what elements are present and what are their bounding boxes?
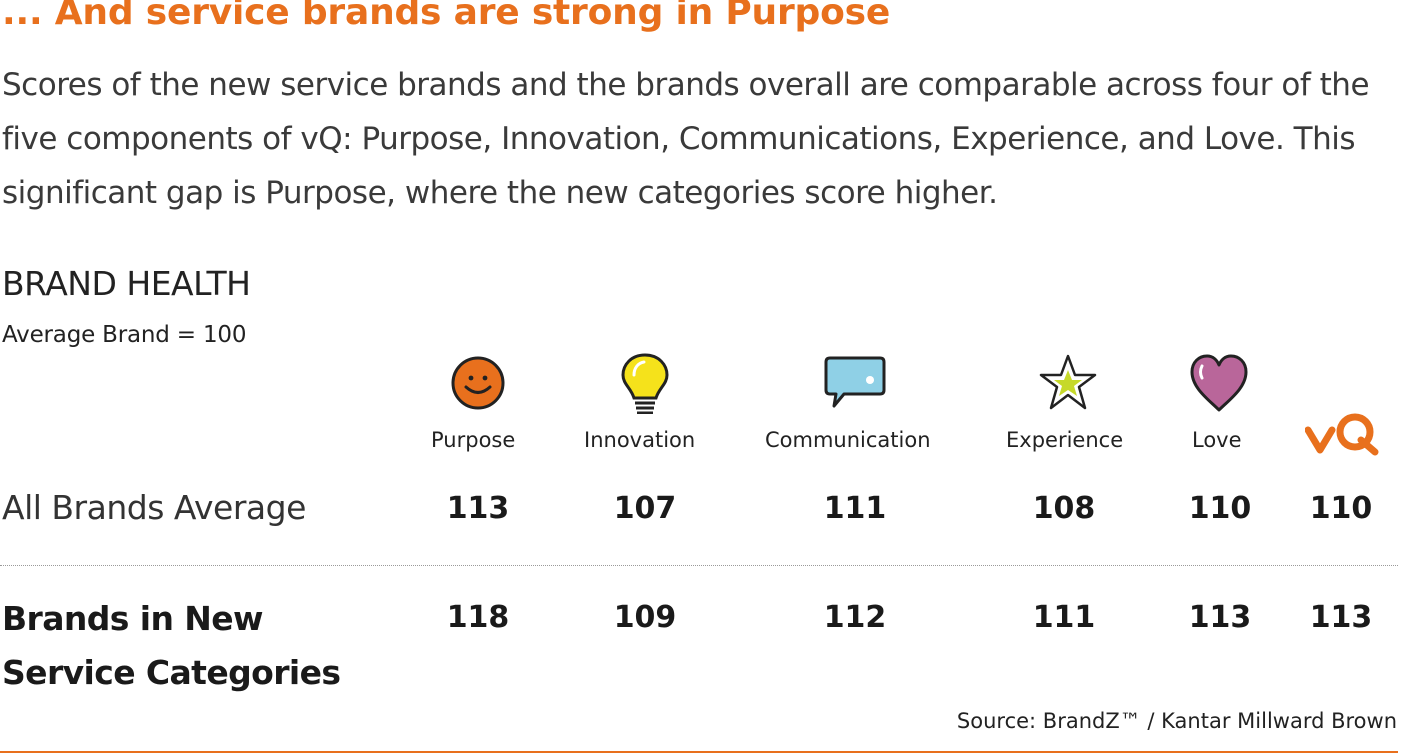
column-label-experience: Experience	[1006, 428, 1124, 452]
value-new-communication: 112	[823, 600, 887, 635]
brand-health-title: BRAND HEALTH	[2, 264, 251, 303]
column-label-innovation: Innovation	[584, 428, 696, 452]
value-new-innovation: 109	[613, 600, 677, 635]
column-label-purpose: Purpose	[431, 428, 516, 452]
value-all-purpose: 113	[446, 491, 510, 526]
value-new-vq: 113	[1309, 600, 1373, 635]
vq-logo-icon	[1305, 408, 1379, 456]
value-all-communication: 111	[823, 491, 887, 526]
light-bulb-icon	[610, 352, 680, 414]
value-new-experience: 111	[1032, 600, 1096, 635]
brand-health-subtitle: Average Brand = 100	[2, 322, 247, 348]
value-all-vq: 110	[1309, 491, 1373, 526]
row-divider	[0, 565, 1398, 566]
source-note: Source: BrandZ™ / Kantar Millward Brown	[956, 709, 1397, 733]
row-label-new-service: Brands in New Service Categories	[2, 592, 341, 700]
bottom-rule	[0, 751, 1398, 753]
value-new-love: 113	[1188, 600, 1252, 635]
column-label-love: Love	[1192, 428, 1242, 452]
intro-paragraph: Scores of the new service brands and the…	[2, 67, 1370, 211]
speech-bubble-icon	[820, 352, 890, 414]
row-label-all-brands: All Brands Average	[2, 488, 306, 527]
heart-icon	[1184, 352, 1254, 414]
row-label-new-service-line2: Service Categories	[2, 653, 341, 692]
value-new-purpose: 118	[446, 600, 510, 635]
smiley-face-icon	[443, 352, 513, 414]
value-all-innovation: 107	[613, 491, 677, 526]
value-all-love: 110	[1188, 491, 1252, 526]
star-icon	[1033, 352, 1103, 414]
row-label-new-service-line1: Brands in New	[2, 599, 264, 638]
column-label-communication: Communication	[765, 428, 931, 452]
page-title: ... And service brands are strong in Pur…	[2, 0, 891, 33]
value-all-experience: 108	[1032, 491, 1096, 526]
